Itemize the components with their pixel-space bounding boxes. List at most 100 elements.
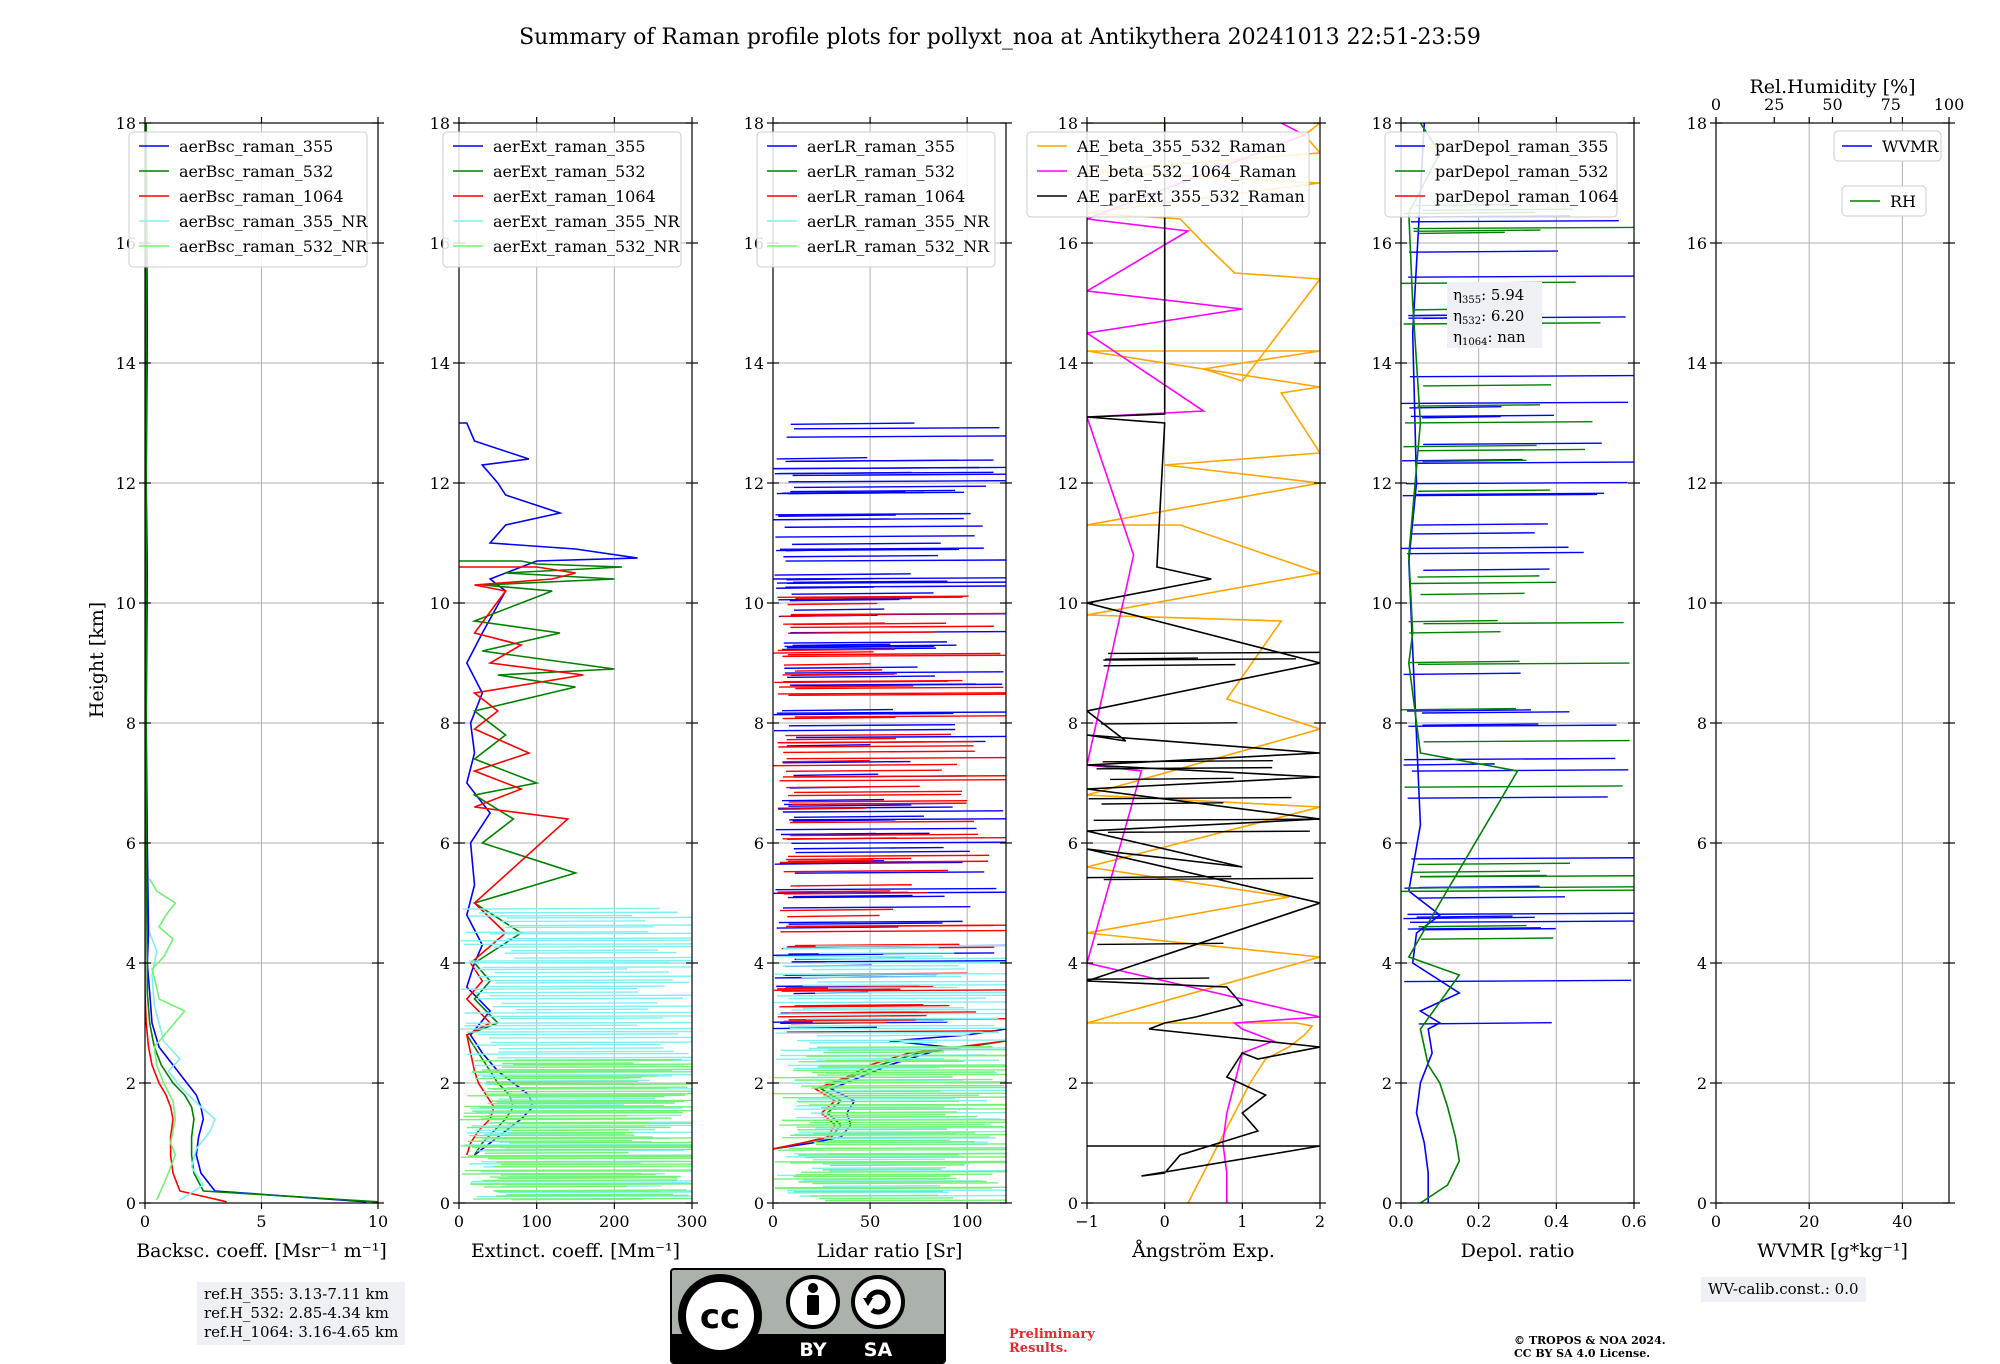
series-spike-aerLR_raman_355 <box>784 525 983 528</box>
series-spike-aerLR_raman_355 <box>786 435 1006 438</box>
series-segment-aerLR_raman_355_NR <box>774 973 1006 976</box>
attribution-person-icon <box>786 1275 840 1329</box>
y-tick-label: 6 <box>1697 834 1707 853</box>
y-tick-label: 16 <box>1372 234 1392 253</box>
series-segment-aerExt_raman_355_NR <box>505 926 654 929</box>
series-segment-aerExt_raman_355_NR <box>499 1017 664 1020</box>
series-spike-aerLR_raman_1064 <box>780 614 872 617</box>
series-segment-aerExt_raman_355_NR <box>514 956 692 959</box>
series-spike-aerLR_raman_355 <box>784 666 918 669</box>
series-spike-aerLR_raman_1064 <box>786 1030 998 1033</box>
series-segment-aerLR_raman_532_NR <box>798 1180 987 1183</box>
series-segment-aerLR_raman_355_NR <box>791 1008 1006 1011</box>
series-spike-parDepol_raman_355 <box>1401 458 1523 462</box>
series-segment-aerExt_raman_355_NR <box>496 1101 669 1104</box>
cc-sa-label: SA <box>864 1339 893 1361</box>
series-spike-aerLR_raman_355 <box>774 466 980 470</box>
legend-entry: parDepol_raman_532 <box>1435 162 1608 181</box>
series-spike-AE_parExt_355_532_Raman <box>1107 830 1310 834</box>
y-tick-label: 8 <box>1382 714 1392 733</box>
series-line-aerBsc_raman_532_NR <box>149 878 186 1201</box>
y-tick-label: 2 <box>1382 1074 1392 1093</box>
series-spike-parDepol_raman_355 <box>1407 709 1531 712</box>
series-segment-aerExt_raman_355_NR <box>471 1180 692 1183</box>
series-spike-aerLR_raman_355 <box>778 920 963 924</box>
series-spike-aerLR_raman_355 <box>796 735 1006 739</box>
top-x-tick-label: 0 <box>1711 95 1721 114</box>
series-group <box>773 422 1006 1202</box>
series-line-AE_beta_355_532_Raman <box>1087 123 1320 1203</box>
series-segment-aerExt_raman_355_NR <box>464 1143 692 1146</box>
series-segment-aerExt_raman_532_NR <box>482 1179 678 1182</box>
series-spike-parDepol_raman_355 <box>1418 1022 1552 1025</box>
series-spike-aerLR_raman_355 <box>781 798 885 802</box>
series-spike-parDepol_raman_532 <box>1423 739 1630 743</box>
y-tick-label: 8 <box>126 714 136 733</box>
plot-frame <box>1086 122 1321 1204</box>
series-segment-aerExt_raman_355_NR <box>485 985 665 988</box>
series-spike-aerLR_raman_355 <box>788 479 1006 483</box>
series-segment-aerLR_raman_355_NR <box>824 1137 996 1140</box>
series-spike-aerLR_raman_355 <box>785 559 1006 562</box>
x-axis-label: Depol. ratio <box>1461 1240 1575 1262</box>
series-spike-aerLR_raman_355 <box>777 581 916 584</box>
series-spike-parDepol_raman_532 <box>1420 592 1525 596</box>
series-spike-aerLR_raman_355 <box>782 708 893 712</box>
series-spike-parDepol_raman_532 <box>1409 660 1520 664</box>
series-segment-aerExt_raman_355_NR <box>511 949 658 952</box>
legend-entry: aerExt_raman_1064 <box>493 187 656 206</box>
series-spike-aerLR_raman_1064 <box>777 740 975 744</box>
series-spike-aerLR_raman_1064 <box>783 869 949 873</box>
series-spike-parDepol_raman_532 <box>1418 924 1527 928</box>
series-segment-aerExt_raman_355_NR <box>489 1036 692 1039</box>
series-segment-aerExt_raman_355_NR <box>508 924 692 927</box>
series-spike-aerLR_raman_355 <box>793 846 944 850</box>
series-segment-aerLR_raman_355_NR <box>803 1006 965 1009</box>
series-segment-aerExt_raman_532_NR <box>514 1058 682 1061</box>
y-tick-label: 10 <box>430 594 450 613</box>
y-tick-label: 6 <box>1382 834 1392 853</box>
series-segment-aerLR_raman_532_NR <box>830 1115 978 1118</box>
series-line-parDepol_raman_532 <box>1407 123 1519 1203</box>
cc-logo-icon: cc <box>678 1274 762 1358</box>
series-segment-aerLR_raman_355_NR <box>773 1001 1006 1004</box>
series-segment-aerLR_raman_355_NR <box>788 997 986 1000</box>
series-spike-aerLR_raman_355 <box>794 871 985 874</box>
series-segment-aerLR_raman_355_NR <box>787 1191 949 1194</box>
series-segment-aerLR_raman_532_NR <box>828 1139 950 1142</box>
series-segment-aerExt_raman_355_NR <box>474 991 638 994</box>
series-segment-aerExt_raman_355_NR <box>506 916 692 919</box>
y-tick-label: 0 <box>1382 1194 1392 1213</box>
series-spike-parDepol_raman_355 <box>1418 896 1565 899</box>
series-segment-aerLR_raman_532_NR <box>823 1051 945 1054</box>
y-tick-label: 2 <box>440 1074 450 1093</box>
series-segment-aerExt_raman_532_NR <box>491 1099 692 1102</box>
series-spike-parDepol_raman_355 <box>1403 916 1535 920</box>
series-spike-aerLR_raman_355 <box>778 597 912 601</box>
series-segment-aerLR_raman_532_NR <box>796 1125 1004 1128</box>
series-segment-aerExt_raman_532_NR <box>460 1144 692 1147</box>
series-segment-aerExt_raman_532_NR <box>483 1185 628 1188</box>
series-spike-aerLR_raman_355 <box>782 760 911 764</box>
series-spike-parDepol_raman_355 <box>1421 927 1556 931</box>
series-spike-aerLR_raman_1064 <box>790 833 979 837</box>
series-spike-aerLR_raman_355 <box>788 804 912 807</box>
series-spike-parDepol_raman_355 <box>1404 757 1616 761</box>
series-segment-aerExt_raman_355_NR <box>499 1140 652 1143</box>
y-tick-label: 6 <box>1068 834 1078 853</box>
series-segment-aerExt_raman_355_NR <box>495 981 690 984</box>
series-spike-parDepol_raman_532 <box>1401 889 1634 893</box>
series-spike-aerLR_raman_355 <box>775 512 971 516</box>
series-spike-parDepol_raman_532 <box>1422 459 1527 463</box>
x-tick-label: 100 <box>521 1212 552 1231</box>
series-spike-parDepol_raman_355 <box>1408 724 1617 728</box>
series-spike-AE_parExt_355_532_Raman <box>1103 658 1297 661</box>
series-segment-aerExt_raman_355_NR <box>498 1191 692 1194</box>
series-spike-parDepol_raman_532 <box>1419 231 1505 235</box>
series-spike-aerLR_raman_1064 <box>792 802 967 806</box>
series-spike-AE_parExt_355_532_Raman <box>1088 796 1292 800</box>
series-spike-aerLR_raman_1064 <box>788 631 935 634</box>
y-tick-label: 16 <box>1058 234 1078 253</box>
x-axis-label: Backsc. coeff. [Msr⁻¹ m⁻¹] <box>136 1240 387 1262</box>
series-spike-aerLR_raman_355 <box>788 832 877 836</box>
